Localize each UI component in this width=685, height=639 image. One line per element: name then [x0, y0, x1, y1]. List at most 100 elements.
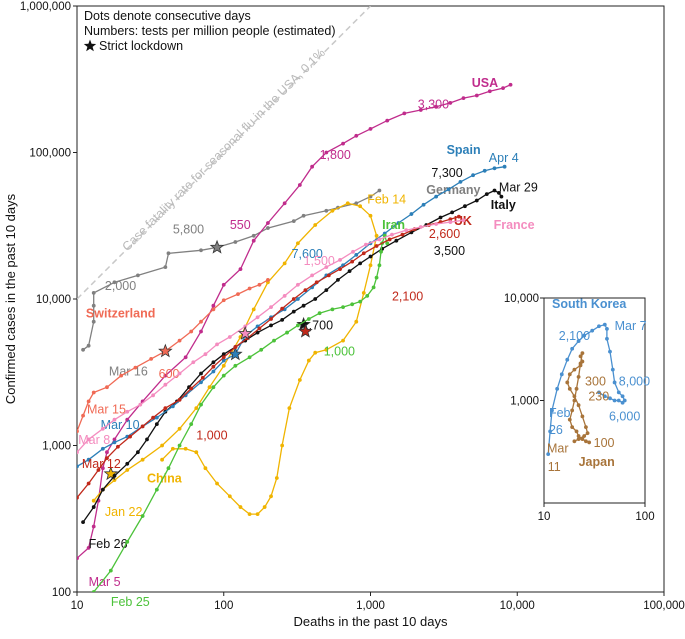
inset-x-tick-label: 100	[635, 511, 654, 523]
data-point-italy	[484, 192, 489, 197]
data-point-france	[125, 409, 130, 414]
annotation-iran: Feb 25	[111, 595, 150, 609]
data-point-china	[274, 476, 279, 480]
data-point-usa	[501, 86, 505, 91]
data-point-italy	[91, 505, 96, 509]
data-point-usa	[125, 417, 130, 422]
data-point-usa	[266, 221, 270, 225]
data-point-italy	[125, 461, 130, 466]
inset-data-point-japan	[578, 361, 583, 366]
legend-star-icon	[83, 39, 97, 52]
data-point-italy	[394, 238, 399, 243]
data-point-iran	[358, 299, 363, 304]
data-point-spain	[295, 297, 300, 301]
data-point-switzerland	[81, 413, 85, 418]
inset-data-point-japan	[576, 434, 581, 438]
inset-data-point-south-korea	[620, 394, 625, 399]
data-point-france	[310, 273, 315, 278]
data-point-france	[418, 225, 423, 229]
data-point-italy	[100, 487, 105, 492]
annotation-usa: 1,800	[320, 148, 351, 162]
data-point-china	[297, 378, 302, 382]
data-point-uk	[140, 424, 145, 429]
data-point-iran	[341, 305, 345, 310]
inset-data-point-south-korea	[608, 396, 612, 401]
inset-data-point-japan	[567, 372, 572, 377]
data-point-usa	[77, 556, 79, 561]
data-point-china	[194, 450, 199, 455]
data-point-china	[215, 481, 219, 486]
data-point-italy	[81, 520, 85, 525]
y-tick-label: 10,000	[36, 294, 71, 306]
lockdown-star-france	[237, 326, 253, 340]
data-point-usa	[324, 150, 329, 155]
x-axis-title: Deaths in the past 10 days	[294, 614, 448, 629]
data-point-iran	[108, 568, 113, 573]
data-point-usa	[508, 82, 513, 87]
legend-item: Strict lockdown	[99, 39, 183, 53]
data-point-usa	[199, 329, 203, 334]
data-point-uk	[280, 306, 285, 311]
data-point-uk	[177, 397, 182, 402]
data-point-china	[251, 307, 256, 312]
inset-annotation-south-korea: 26	[549, 423, 563, 437]
annotation-italy: 3,500	[434, 244, 465, 258]
data-point-switzerland	[177, 338, 182, 343]
inset-x-tick-label: 10	[538, 511, 551, 523]
data-point-switzerland	[119, 373, 124, 378]
x-tick-label: 100	[214, 600, 233, 612]
data-point-china	[313, 350, 318, 355]
inset-annotation-south-korea: 8,000	[619, 375, 650, 389]
data-point-uk	[163, 406, 168, 411]
annotation-spain: 7,600	[292, 247, 323, 261]
data-point-china	[125, 468, 130, 472]
inset-data-point-south-korea	[576, 339, 581, 343]
data-point-italy	[463, 204, 467, 209]
y-tick-label: 100	[52, 587, 71, 599]
data-point-france	[227, 335, 232, 339]
inset-data-point-japan	[576, 403, 581, 408]
data-point-usa	[183, 355, 188, 360]
data-point-china	[341, 338, 345, 343]
data-point-china	[112, 478, 117, 483]
inset-y-tick-label: 10,000	[504, 293, 539, 305]
data-point-france	[390, 232, 394, 237]
inset-annotation-south-korea: Feb	[549, 406, 571, 420]
data-point-germany	[112, 280, 117, 285]
data-point-iran	[377, 263, 382, 268]
inset-annotation-japan: 11	[548, 460, 561, 474]
data-point-usa	[163, 373, 168, 378]
data-point-uk	[374, 244, 379, 248]
country-label-germany: Germany	[426, 183, 480, 197]
country-label-usa: USA	[472, 76, 498, 90]
data-point-iran	[154, 487, 159, 492]
inset-data-point-japan	[585, 431, 590, 436]
data-point-uk	[200, 375, 205, 380]
inset-data-point-south-korea	[616, 398, 621, 403]
data-point-spain	[458, 179, 463, 184]
data-point-china	[160, 443, 164, 448]
annotation-france: 1,500	[304, 254, 335, 268]
annotation-uk: Mar 12	[82, 457, 121, 471]
inset-data-point-japan	[578, 354, 583, 359]
inset-data-point-south-korea	[582, 333, 587, 338]
inset-data-point-japan	[572, 367, 577, 372]
inset-data-point-south-korea	[597, 390, 601, 395]
data-point-switzerland	[211, 307, 216, 312]
data-point-iran	[233, 363, 238, 368]
inset-data-point-south-korea	[602, 322, 607, 327]
data-point-china	[262, 505, 267, 509]
data-point-germany	[91, 319, 96, 324]
data-point-italy	[358, 261, 363, 266]
data-point-uk	[448, 217, 453, 222]
data-point-spain	[396, 221, 401, 225]
inset-data-point-south-korea	[602, 394, 607, 399]
data-point-italy	[221, 352, 226, 357]
data-point-france	[338, 257, 342, 262]
inset-data-point-south-korea	[620, 400, 625, 405]
data-point-usa	[112, 437, 117, 442]
data-point-france	[404, 228, 409, 233]
inset-data-point-south-korea	[548, 429, 553, 434]
inset-data-point-south-korea	[616, 390, 621, 395]
inset-data-point-japan	[587, 440, 592, 445]
